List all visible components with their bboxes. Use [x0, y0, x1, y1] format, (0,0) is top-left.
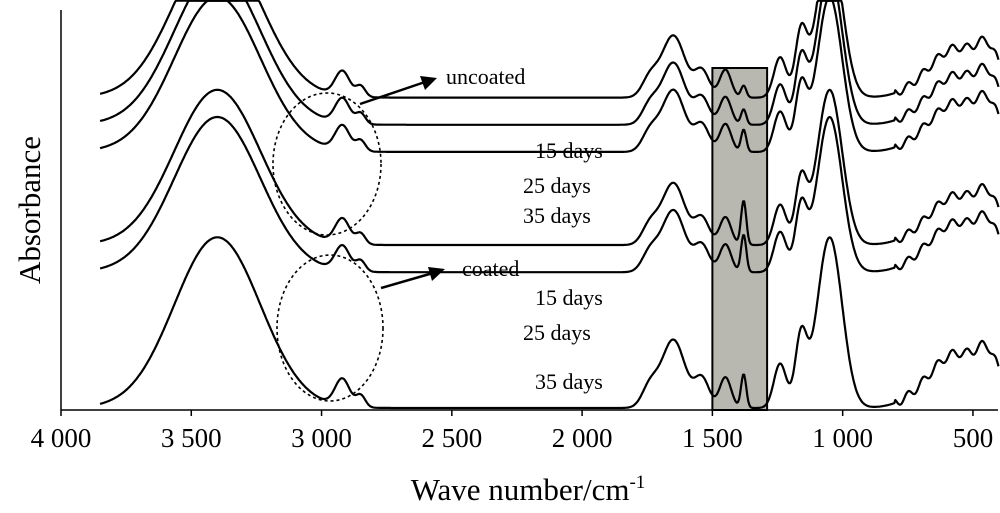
x-tick-label-2000: 2 000: [552, 423, 613, 453]
spectrum-uncoated-35-days: [99, 0, 1000, 153]
x-axis-title-exponent: -1: [629, 472, 645, 493]
uncoated-arrow: [359, 80, 426, 106]
series-label-coated-15: 15 days: [535, 285, 603, 310]
coated-ellipse: [276, 254, 384, 402]
x-axis-title: Wave number/cm-1: [411, 472, 646, 507]
uncoated-ellipse: [272, 92, 382, 236]
spectrum-uncoated-25-days: [99, 0, 1000, 126]
coated-arrow: [380, 271, 434, 290]
uncoated-arrowhead: [420, 76, 437, 90]
x-tick-label-2500: 2 500: [421, 423, 482, 453]
series-label-coated-25: 25 days: [523, 320, 591, 345]
x-tick-label-4000: 4 000: [31, 423, 92, 453]
coated-arrowhead: [428, 267, 445, 281]
coated-annotation: coated: [462, 256, 519, 281]
series-label-uncoated-35: 35 days: [523, 203, 591, 228]
spectra-group: [99, 0, 1000, 410]
spectrum-uncoated-15-days: [99, 0, 1000, 99]
y-axis-title: Absorbance: [12, 136, 47, 284]
x-tick-label-3000: 3 000: [291, 423, 352, 453]
series-label-uncoated-15: 15 days: [535, 138, 603, 163]
x-axis-title-text: Wave number/cm: [411, 472, 630, 507]
spectrum-coated-15-days: [99, 88, 1000, 247]
series-label-coated-35: 35 days: [535, 369, 603, 394]
spectrum-coated-35-days: [99, 236, 1000, 410]
x-ticks: 4 000 3 500 3 000 2 500 2 000 1 500 1 000 500: [31, 410, 994, 453]
uncoated-annotation: uncoated: [446, 64, 525, 89]
series-label-uncoated-25: 25 days: [523, 173, 591, 198]
x-tick-label-1000: 1 000: [812, 423, 873, 453]
x-tick-label-500: 500: [953, 423, 994, 453]
x-tick-label-3500: 3 500: [161, 423, 222, 453]
spectrum-coated-25-days: [99, 115, 1000, 274]
series-labels: 15 days 25 days 35 days 15 days 25 days …: [523, 138, 603, 394]
x-tick-label-1500: 1 500: [682, 423, 743, 453]
